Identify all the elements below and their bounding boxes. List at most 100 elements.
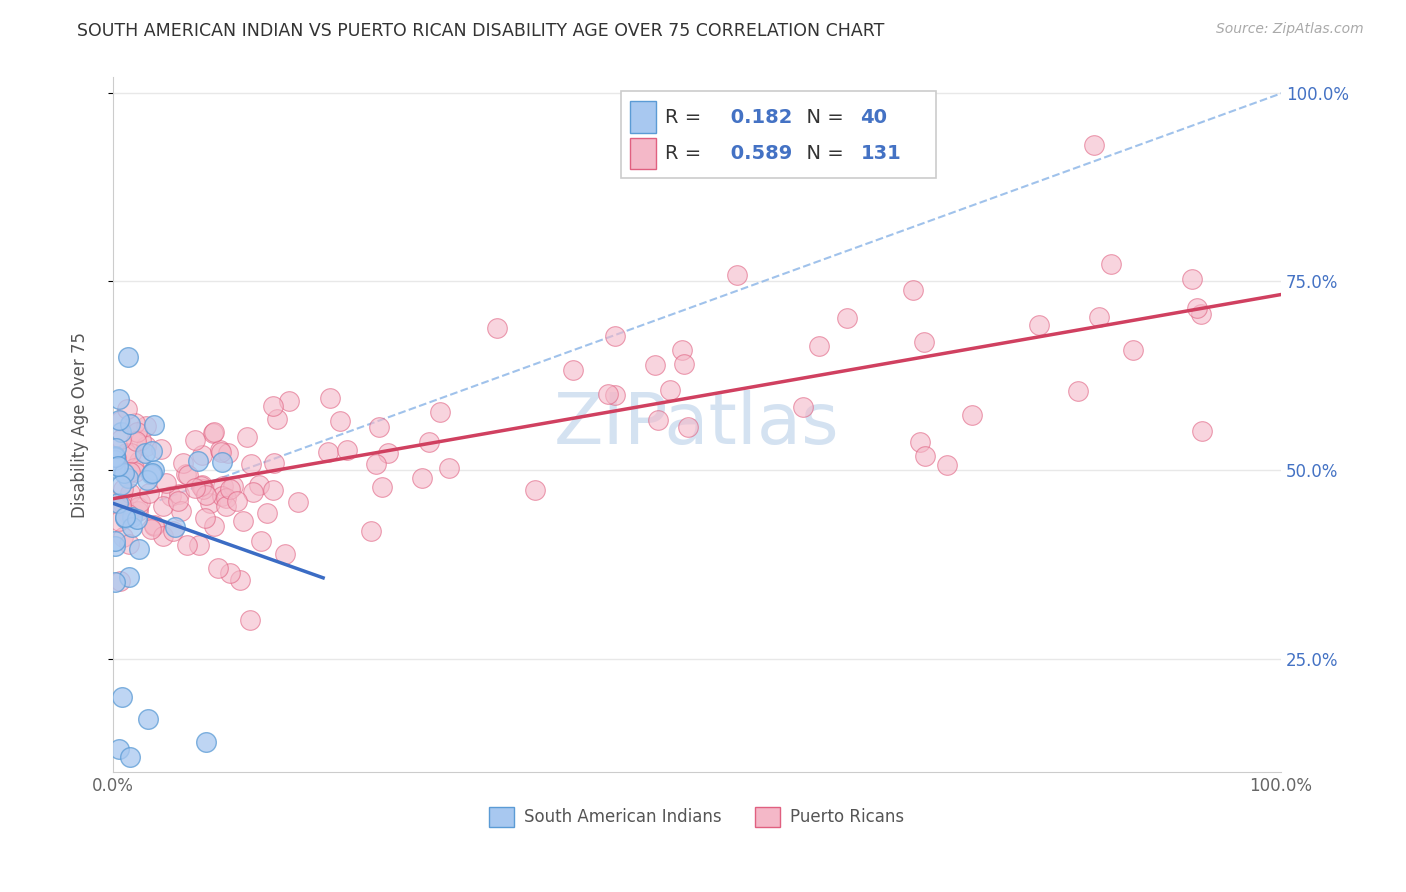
Point (125, 511, 148, 525)
Point (112, 529, 135, 543)
Text: N =: N = (794, 145, 849, 163)
Point (105, 441, 128, 455)
Text: N =: N = (794, 108, 849, 127)
Point (1067, 384, 1090, 398)
Point (107, 742, 129, 756)
Point (104, 539, 127, 553)
Point (1181, 272, 1204, 286)
Point (418, 435, 440, 450)
Point (136, 712, 159, 726)
Point (142, 519, 165, 533)
Point (110, 414, 132, 428)
Point (371, 480, 394, 494)
Point (202, 426, 225, 441)
Point (112, 497, 135, 511)
Point (142, 463, 165, 477)
Point (242, 485, 264, 500)
Point (121, 520, 143, 534)
Point (329, 414, 352, 428)
Point (110, 432, 132, 446)
Text: ZIPatlas: ZIPatlas (554, 390, 839, 459)
Point (1088, 310, 1111, 324)
Point (218, 482, 240, 496)
Point (215, 491, 238, 505)
Point (136, 473, 159, 487)
Point (128, 495, 150, 509)
Point (215, 500, 238, 514)
Point (250, 533, 273, 548)
Point (211, 479, 233, 493)
FancyBboxPatch shape (621, 91, 936, 178)
Point (124, 416, 146, 430)
Text: 0.589: 0.589 (724, 145, 792, 163)
Point (176, 467, 198, 481)
Text: 0.182: 0.182 (724, 108, 792, 127)
Point (603, 388, 626, 402)
Point (191, 448, 214, 462)
Point (486, 321, 509, 335)
Point (117, 351, 139, 365)
Point (124, 465, 146, 479)
Point (262, 399, 284, 413)
Text: R =: R = (665, 108, 707, 127)
Point (107, 496, 129, 510)
Point (125, 434, 148, 448)
Point (377, 446, 399, 460)
Point (1189, 308, 1212, 322)
Point (209, 445, 232, 459)
Point (239, 613, 262, 627)
FancyBboxPatch shape (630, 102, 657, 133)
Point (104, 450, 127, 464)
Point (287, 495, 309, 509)
Point (183, 434, 205, 448)
Point (644, 358, 666, 372)
Point (117, 507, 139, 521)
Point (104, 574, 127, 589)
Point (183, 481, 205, 495)
Point (117, 401, 139, 416)
Point (807, 339, 830, 353)
Point (141, 466, 163, 480)
Point (117, 537, 139, 551)
Point (128, 541, 150, 556)
Point (232, 514, 254, 528)
Point (202, 425, 225, 440)
Point (240, 457, 263, 471)
Point (110, 574, 132, 588)
Point (672, 357, 695, 371)
Point (122, 461, 145, 475)
Point (1187, 301, 1209, 315)
Point (176, 538, 198, 552)
Point (962, 409, 984, 423)
Point (676, 420, 699, 434)
Point (439, 461, 461, 475)
Point (562, 363, 585, 377)
Point (1101, 256, 1123, 270)
Point (118, 465, 141, 479)
Point (194, 511, 217, 525)
Point (152, 529, 174, 543)
Point (202, 519, 225, 533)
Point (110, 478, 132, 492)
Point (908, 434, 931, 449)
Point (162, 524, 184, 539)
Point (1083, 138, 1105, 153)
Point (138, 486, 160, 500)
Text: SOUTH AMERICAN INDIAN VS PUERTO RICAN DISABILITY AGE OVER 75 CORRELATION CHART: SOUTH AMERICAN INDIAN VS PUERTO RICAN DI… (77, 22, 884, 40)
Point (191, 482, 214, 496)
Point (336, 443, 359, 458)
Point (187, 454, 209, 468)
Point (112, 483, 135, 497)
Point (160, 489, 183, 503)
Point (222, 479, 245, 493)
Point (117, 471, 139, 485)
Legend: South American Indians, Puerto Ricans: South American Indians, Puerto Ricans (482, 801, 911, 833)
Point (256, 506, 278, 520)
Point (368, 420, 391, 434)
Point (172, 456, 194, 470)
Point (912, 335, 935, 350)
Point (149, 442, 172, 457)
Point (229, 574, 252, 588)
Point (263, 456, 285, 470)
Point (139, 522, 162, 536)
